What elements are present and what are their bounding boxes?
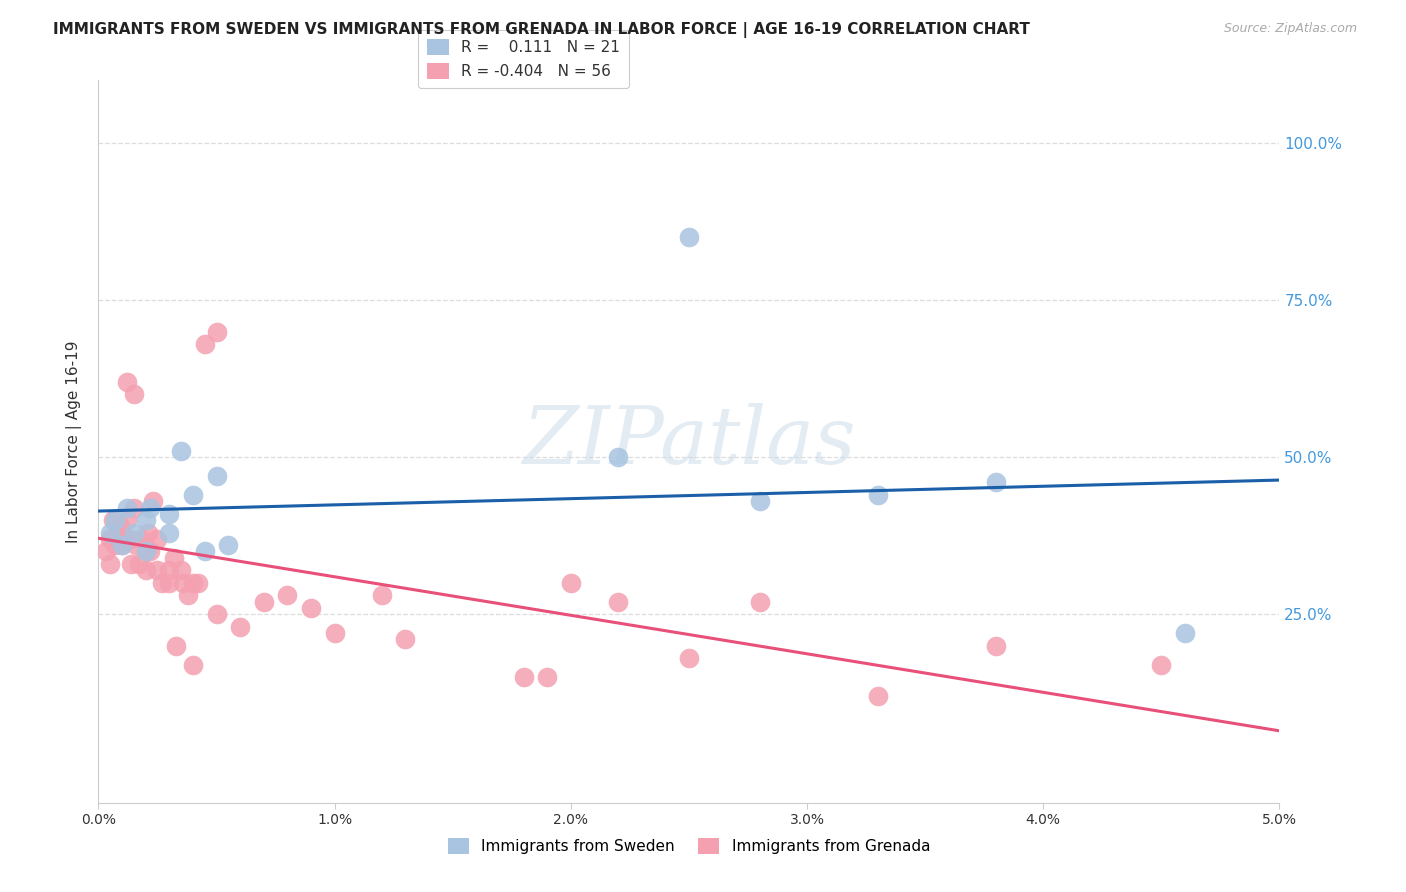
Point [866,689,889,703]
Point [111,538,134,552]
Point [170,444,193,458]
Point [194,337,217,351]
Point [187,575,209,590]
Point [125,538,148,552]
Point [177,589,200,603]
Point [157,575,180,590]
Point [135,563,157,577]
Legend: Immigrants from Sweden, Immigrants from Grenada: Immigrants from Sweden, Immigrants from … [441,832,936,860]
Point [205,607,228,622]
Point [217,538,239,552]
Point [229,620,252,634]
Point [122,500,145,515]
Point [139,500,162,515]
Point [122,387,145,401]
Point [371,589,394,603]
Point [122,525,145,540]
Point [108,519,131,533]
Point [536,670,558,684]
Point [172,575,194,590]
Point [163,550,186,565]
Point [111,538,134,552]
Point [323,626,346,640]
Point [136,525,159,540]
Point [276,589,298,603]
Point [157,563,180,577]
Point [205,325,228,339]
Point [748,494,770,508]
Point [866,488,889,502]
Text: IMMIGRANTS FROM SWEDEN VS IMMIGRANTS FROM GRENADA IN LABOR FORCE | AGE 16-19 COR: IMMIGRANTS FROM SWEDEN VS IMMIGRANTS FRO… [53,22,1031,38]
Point [607,450,630,465]
Point [181,657,204,672]
Point [139,544,162,558]
Point [165,639,187,653]
Point [128,557,150,571]
Point [94,544,117,558]
Point [1150,657,1173,672]
Point [135,544,157,558]
Point [194,544,217,558]
Point [146,532,169,546]
Point [678,651,700,665]
Point [104,538,127,552]
Point [105,525,128,540]
Y-axis label: In Labor Force | Age 16-19: In Labor Force | Age 16-19 [66,340,83,543]
Point [129,532,152,546]
Point [111,532,134,546]
Point [115,513,138,527]
Point [104,513,127,527]
Point [157,507,180,521]
Point [205,469,228,483]
Point [118,532,141,546]
Point [607,595,630,609]
Point [984,639,1007,653]
Point [101,513,124,527]
Point [181,575,204,590]
Text: ZIPatlas: ZIPatlas [522,403,856,480]
Point [98,525,121,540]
Point [157,525,180,540]
Point [748,595,770,609]
Point [560,575,582,590]
Point [135,513,157,527]
Point [150,575,173,590]
Point [394,632,416,647]
Point [146,563,169,577]
Point [984,475,1007,490]
Point [98,557,121,571]
Point [678,230,700,244]
Point [253,595,276,609]
Point [98,532,121,546]
Point [170,563,193,577]
Point [299,601,322,615]
Point [1174,626,1197,640]
Point [121,557,143,571]
Point [135,544,157,558]
Point [512,670,534,684]
Text: Source: ZipAtlas.com: Source: ZipAtlas.com [1223,22,1357,36]
Point [115,375,138,389]
Point [115,500,138,515]
Point [142,494,165,508]
Point [181,488,204,502]
